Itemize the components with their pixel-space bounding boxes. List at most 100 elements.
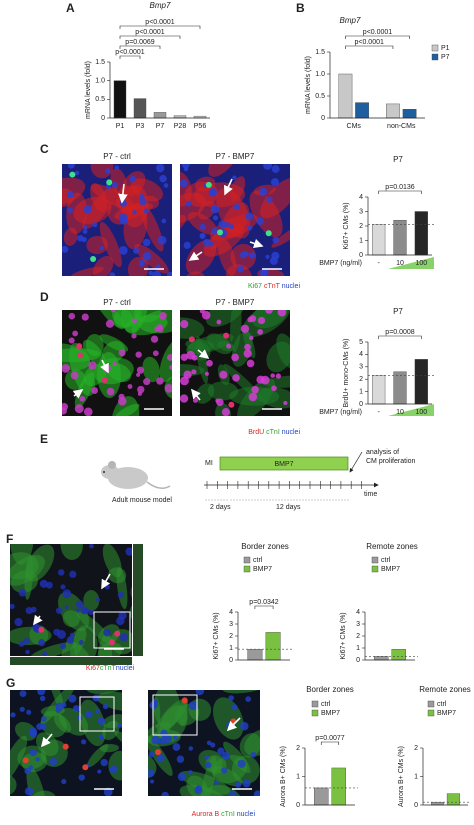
bar [386,103,400,119]
nucleus [19,690,27,698]
nucleus [151,735,161,745]
p-value: p=0.0136 [385,184,414,191]
significance-bracket [119,45,161,49]
stain-caption: Ki67cTnTnuclei [86,665,135,672]
tissue [62,177,86,207]
y-tick-label: 0 [101,115,105,122]
tissue [249,190,283,238]
legend-swatch [431,53,439,61]
micrograph [10,544,132,656]
marker-spot [101,377,108,384]
nucleus [118,213,128,223]
side-view [133,544,143,656]
nucleus [136,372,141,377]
nucleus [139,262,144,267]
nucleus [105,319,115,328]
nucleus [283,400,288,406]
marker-spot [90,256,97,263]
p-value: p<0.0001 [363,29,392,36]
nucleus [35,757,40,762]
nucleus [66,190,75,199]
tissue [82,339,106,368]
tissue [225,264,252,276]
nucleus [263,164,273,170]
nucleus [271,165,280,173]
y-tick-label: 2 [359,376,363,383]
nucleus [139,197,147,206]
marker-spot [223,332,230,339]
timeline-label: BMP7 [274,461,293,468]
nucleus [68,312,76,320]
stain-word: nuclei [116,665,135,672]
micrograph-content [10,544,132,656]
panel-label: D [40,290,49,304]
nucleus [64,605,69,610]
marker-spot [76,343,83,350]
nucleus [251,385,259,394]
nucleus [19,706,25,712]
x-tick-label: non-CMs [387,123,416,130]
nucleus [253,790,260,796]
nucleus [28,765,34,770]
legend-swatch [371,565,379,573]
nucleus [183,370,192,379]
y-axis-label: Ki67+ CMs (%) [340,612,347,659]
tissue [164,374,172,400]
x-tick-label: 10 [396,409,404,416]
tissue [211,766,243,787]
nucleus [79,640,84,645]
marker-spot [265,230,272,237]
p-value: p=0.0342 [249,599,278,606]
nucleus [29,729,38,738]
nucleus [204,371,209,376]
tissue [242,310,290,338]
bar [372,375,386,405]
tissue [200,756,217,796]
nucleus [244,343,251,351]
marker-spot [82,764,89,771]
tissue [208,164,243,177]
nucleus [25,649,30,655]
p-value: p<0.0001 [354,39,383,46]
stain-word: cTnT [100,665,117,672]
nucleus [211,227,219,235]
nucleus [163,734,173,744]
tissue [102,544,122,578]
treatment-bar [219,456,349,471]
nucleus [204,755,210,760]
marker-spot [217,229,224,236]
y-tick-label: 4 [359,194,363,201]
micrograph [62,164,172,276]
tissue [276,333,290,369]
nucleus [219,370,228,379]
p-value: p<0.0001 [135,29,164,36]
nucleus [194,786,203,795]
nucleus [188,701,198,711]
side-view [10,657,132,665]
nucleus [112,361,117,366]
nucleus [228,695,234,701]
nucleus [183,241,191,249]
stain-word: cTnT [262,283,281,290]
nucleus [210,204,220,214]
nucleus [233,203,241,211]
nucleus [269,256,278,265]
nucleus [206,359,213,367]
image-title: P7 - ctrl [103,152,131,161]
y-tick-label: 0 [321,115,325,122]
nucleus [191,369,197,375]
chart-title: Bmp7 [150,1,171,10]
y-tick-label: 0 [359,401,363,408]
nucleus [97,769,102,774]
y-axis-label: Aurora B+ CMs (%) [398,746,405,807]
nucleus [247,225,253,231]
significance-bracket [119,55,141,59]
nucleus [83,205,93,214]
nucleus [161,791,169,796]
panel-label: G [6,676,15,690]
y-tick-label: 4 [359,351,363,358]
marker-spot [76,352,83,359]
nucleus [127,384,133,389]
stain-word: nuclei [280,429,301,436]
